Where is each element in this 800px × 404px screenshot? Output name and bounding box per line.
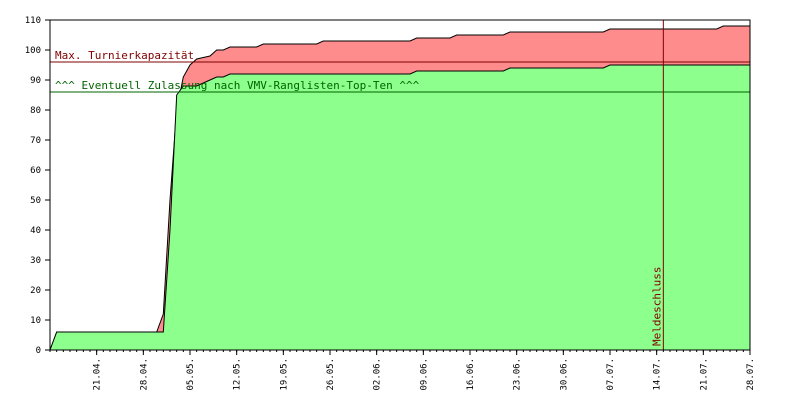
x-tick-label: 16.06. <box>466 358 476 391</box>
x-tick-label: 28.04. <box>139 358 149 391</box>
x-tick-label: 30.06. <box>559 358 569 391</box>
y-tick-label: 70 <box>30 136 41 146</box>
reference-line-label-1: ^^^ Eventuell Zulassung nach VMV-Ranglis… <box>55 79 420 92</box>
x-tick-label: 07.07. <box>606 358 616 391</box>
series-area-1 <box>50 65 750 350</box>
x-tick-label: 14.07. <box>653 358 663 391</box>
y-tick-label: 100 <box>25 46 41 56</box>
y-tick-label: 10 <box>30 316 41 326</box>
x-tick-label: 21.07. <box>699 358 709 391</box>
y-tick-label: 90 <box>30 76 41 86</box>
vertical-marker-label-0: Meldeschluss <box>650 267 663 346</box>
x-tick-label: 26.05. <box>326 358 336 391</box>
y-tick-label: 80 <box>30 106 41 116</box>
y-tick-label: 20 <box>30 286 41 296</box>
y-tick-label: 60 <box>30 166 41 176</box>
y-tick-label: 110 <box>25 16 41 26</box>
x-tick-label: 28.07. <box>746 358 756 391</box>
y-tick-label: 50 <box>30 196 41 206</box>
reference-line-label-0: Max. Turnierkapazität <box>55 49 194 62</box>
reference-lines: Max. Turnierkapazität ^^^ Eventuell Zulas… <box>50 49 750 93</box>
x-tick-label: 09.06. <box>419 358 429 391</box>
plot-border <box>49 19 751 351</box>
vertical-markers: Meldeschluss <box>650 20 664 350</box>
x-tick-label: 02.06. <box>373 358 383 391</box>
x-tick-label: 12.05. <box>233 358 243 391</box>
x-tick-label: 23.06. <box>513 358 523 391</box>
x-tick-label: 05.05. <box>186 358 196 391</box>
series-outline-1 <box>49 64 750 351</box>
x-tick-label: 19.05. <box>279 358 289 391</box>
y-tick-label: 40 <box>30 226 41 236</box>
x-axis: 21.04. 28.04. 05.05. 12.05. 19.05. 26.05. 02.0… <box>49 350 756 391</box>
x-tick-label: 21.04. <box>93 358 103 391</box>
plot-frame <box>49 19 751 351</box>
y-tick-label: 0 <box>36 346 41 356</box>
y-axis: 0 10 20 30 40 50 60 70 80 90 100 110 <box>25 16 50 356</box>
series-areas <box>49 25 750 351</box>
y-tick-label: 30 <box>30 256 41 266</box>
